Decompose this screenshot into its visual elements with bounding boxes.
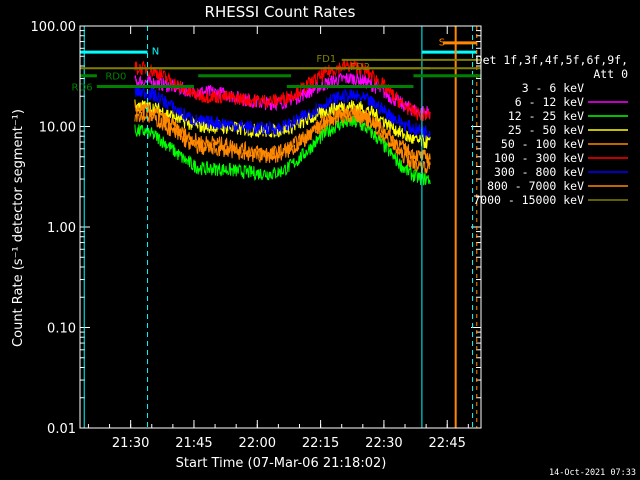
legend-header-line: Att 0 [593, 67, 628, 81]
legend-label: 12 - 25 keV [508, 109, 584, 123]
annotation-rd6: RD6 [72, 83, 93, 94]
x-axis-label: Start Time (07-Mar-06 21:18:02) [176, 456, 387, 471]
legend-header-line: Det 1f,3f,4f,5f,6f,9f, [476, 53, 628, 67]
legend-label: 50 - 100 keV [501, 137, 584, 151]
x-tick-label: 22:45 [428, 436, 465, 451]
annotation-fd2: FD2 [350, 62, 370, 73]
annotation-s: S [439, 38, 445, 49]
y-tick-label: 10.00 [39, 121, 76, 136]
x-tick-label: 22:30 [365, 436, 402, 451]
x-tick-label: 21:45 [175, 436, 212, 451]
y-tick-label: 1.00 [47, 221, 76, 236]
chart-title: RHESSI Count Rates [205, 3, 356, 21]
series-line-6 [134, 60, 431, 122]
series-line-7 [134, 85, 431, 139]
legend-label: 800 - 7000 keV [487, 179, 584, 193]
timestamp: 14-Oct-2021 07:33 [549, 468, 636, 478]
series-line-3 [134, 114, 431, 186]
y-axis-label: Count Rate (s⁻¹ detector segment⁻¹) [11, 109, 26, 347]
series-line-8 [134, 108, 431, 174]
annotation-n: N [152, 47, 159, 58]
x-tick-label: 22:00 [239, 436, 276, 451]
legend-label: 100 - 300 keV [494, 151, 584, 165]
y-tick-label: 0.01 [47, 422, 76, 437]
legend-label: 7000 - 15000 keV [473, 193, 584, 207]
legend-label: 6 - 12 keV [515, 95, 584, 109]
y-tick-label: 100.00 [31, 20, 77, 35]
annotation-rd0: RD0 [105, 72, 126, 83]
annotation-fd1: FD1 [316, 54, 336, 65]
legend-label: 3 - 6 keV [522, 81, 584, 95]
legend-label: 300 - 800 keV [494, 165, 584, 179]
plot-frame [79, 25, 482, 429]
x-tick-label: 22:15 [302, 436, 339, 451]
legend-label: 25 - 50 keV [508, 123, 584, 137]
y-tick-label: 0.10 [47, 322, 76, 337]
x-tick-label: 21:30 [112, 436, 149, 451]
